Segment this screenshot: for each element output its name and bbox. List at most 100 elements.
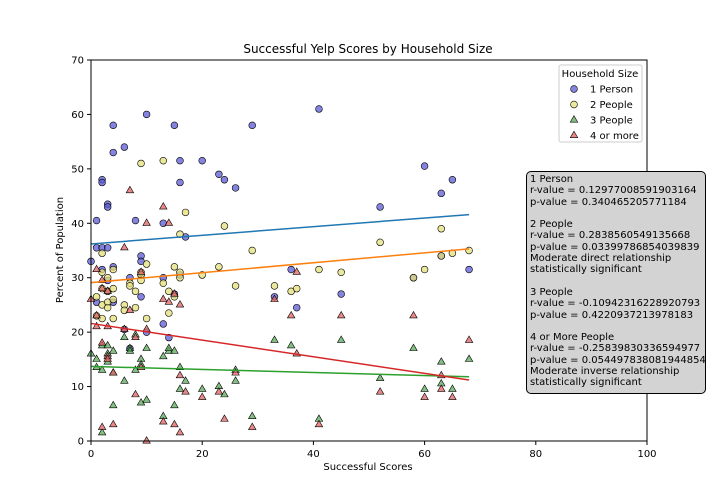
stats-line: 1 Person <box>530 174 574 185</box>
legend-label: 4 or more <box>590 131 639 142</box>
data-point <box>176 156 184 165</box>
data-point <box>437 225 445 233</box>
data-point <box>336 335 346 343</box>
y-tick-label: 40 <box>71 219 84 230</box>
regression-line-4-or-more <box>90 322 470 381</box>
data-point <box>293 284 301 293</box>
data-point <box>97 427 107 436</box>
data-point <box>108 400 118 409</box>
y-tick-label: 10 <box>71 382 84 393</box>
data-point <box>125 346 135 354</box>
data-point <box>131 216 140 225</box>
data-point <box>103 274 112 282</box>
data-point <box>270 335 279 343</box>
regression-line-3-people <box>90 365 470 378</box>
data-point <box>142 260 151 268</box>
data-point <box>108 419 118 428</box>
data-point <box>231 368 240 376</box>
y-tick-label: 0 <box>78 437 84 448</box>
data-point <box>420 384 429 392</box>
data-point <box>97 422 107 430</box>
data-point <box>142 218 151 226</box>
data-point <box>375 373 385 381</box>
data-point <box>125 305 135 313</box>
stats-line <box>530 208 702 219</box>
data-point <box>170 289 179 297</box>
data-point <box>97 338 107 346</box>
data-point <box>176 178 184 187</box>
data-point <box>409 310 418 319</box>
data-point <box>97 283 107 292</box>
data-point <box>120 143 129 151</box>
data-point <box>437 357 446 365</box>
stats-line: 4 or More People <box>530 332 615 344</box>
regression-line-1-person <box>90 213 470 245</box>
data-point <box>159 417 168 425</box>
data-point <box>165 309 173 317</box>
data-point <box>98 249 106 257</box>
stats-line: statistically significant <box>530 264 642 276</box>
data-point <box>420 392 429 400</box>
stats-line: r-value = -0.10942316228920793 <box>530 298 701 310</box>
data-point <box>120 376 129 384</box>
data-point <box>92 264 101 273</box>
data-point <box>120 332 129 341</box>
data-point <box>214 387 224 395</box>
data-point <box>164 218 174 226</box>
data-point <box>109 314 117 323</box>
stats-line: r-value = -0.25839830336594977 <box>530 343 701 355</box>
x-tick-label: 80 <box>529 449 542 460</box>
data-point <box>92 321 101 330</box>
data-point <box>420 265 429 274</box>
data-point <box>108 368 118 376</box>
data-point <box>270 294 279 302</box>
data-point <box>315 265 323 274</box>
legend-label: 1 Person <box>590 85 633 96</box>
data-point <box>164 343 174 351</box>
data-point <box>181 387 190 395</box>
data-point <box>448 392 457 400</box>
data-point <box>159 320 167 328</box>
chart-title: Successful Yelp Scores by Household Size <box>243 42 492 56</box>
data-point <box>126 282 134 290</box>
data-point <box>465 265 473 274</box>
stats-line: p-value = 0.340465205771184 <box>530 196 687 208</box>
data-point <box>215 263 223 271</box>
data-point <box>231 376 240 384</box>
data-point <box>181 208 190 217</box>
data-point <box>175 300 185 308</box>
data-point <box>220 414 229 422</box>
data-point <box>159 156 167 165</box>
data-point <box>248 121 256 130</box>
data-point <box>220 176 229 184</box>
data-point <box>103 203 112 211</box>
legend-frame <box>558 64 643 143</box>
data-point <box>448 384 457 392</box>
stats-line: p-value = 0.4220937213978183 <box>530 309 694 321</box>
data-point <box>220 222 229 230</box>
data-point <box>248 246 256 255</box>
data-point <box>92 354 101 362</box>
data-point <box>175 362 185 370</box>
data-point <box>420 162 429 170</box>
data-point <box>270 282 279 290</box>
data-point <box>170 419 179 428</box>
axis-ticks: 0 20 40 60 80 100 0 10 20 30 40 50 60 70 <box>71 56 656 461</box>
data-point <box>125 185 135 194</box>
stats-line <box>530 321 702 332</box>
data-point <box>136 267 146 275</box>
data-point <box>159 294 168 302</box>
data-point <box>103 286 112 294</box>
data-point <box>437 252 445 260</box>
regression-line-2-people <box>90 248 470 284</box>
y-tick-label: 60 <box>71 110 84 121</box>
data-point <box>159 279 167 287</box>
data-point <box>286 310 296 319</box>
data-point <box>337 290 345 298</box>
data-point <box>315 105 323 113</box>
data-point <box>103 244 112 252</box>
data-point <box>375 387 385 395</box>
data-point <box>142 343 151 351</box>
data-point <box>109 265 117 274</box>
legend-marker <box>570 100 578 109</box>
